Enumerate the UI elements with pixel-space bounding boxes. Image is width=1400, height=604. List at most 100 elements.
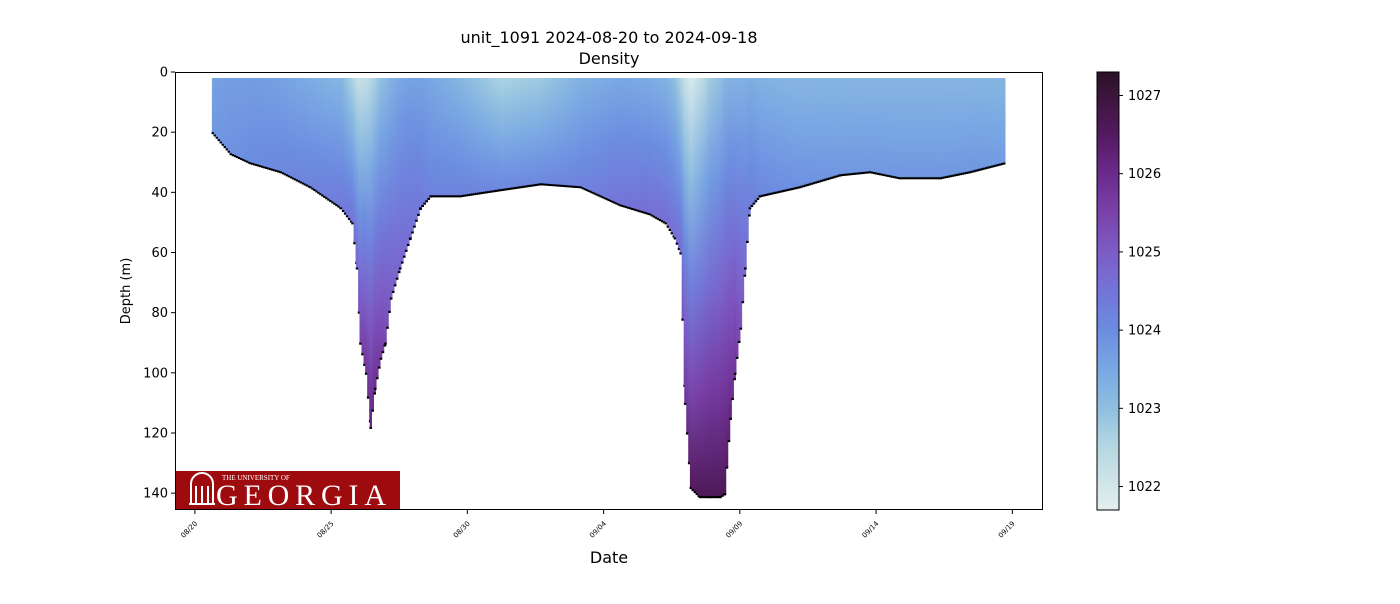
density-profile-column xyxy=(939,78,942,178)
depth-edge-speckle xyxy=(271,168,274,171)
density-profile-column xyxy=(251,78,254,163)
density-profile-column xyxy=(619,78,622,205)
density-profile-column xyxy=(779,78,782,191)
density-profile-column xyxy=(787,78,790,189)
depth-edge-speckle xyxy=(865,171,869,174)
density-profile-column xyxy=(379,78,383,358)
depth-edge-speckle xyxy=(459,194,462,198)
depth-edge-speckle xyxy=(569,185,573,188)
depth-edge-speckle xyxy=(487,190,490,194)
density-profile-column xyxy=(423,78,426,203)
density-profile-column xyxy=(723,78,727,494)
density-profile-column xyxy=(881,78,884,174)
depth-edge-speckle xyxy=(924,176,928,180)
depth-edge-speckle xyxy=(687,461,691,465)
density-profile-column xyxy=(693,78,697,492)
density-profile-column xyxy=(439,78,443,196)
depth-edge-speckle xyxy=(704,495,708,499)
depth-edge-speckle xyxy=(245,160,249,163)
density-profile-column xyxy=(481,78,484,193)
depth-edge-speckle xyxy=(549,183,553,187)
depth-edge-speckle xyxy=(506,187,510,191)
depth-edge-speckle xyxy=(832,175,836,179)
density-profile-column xyxy=(904,78,908,178)
density-profile-column xyxy=(415,78,418,220)
density-profile-column xyxy=(965,78,968,172)
density-profile-column xyxy=(461,78,464,196)
density-profile-column xyxy=(275,78,278,170)
density-profile-column xyxy=(670,78,674,233)
x-tick-label: 08/30 xyxy=(452,520,472,540)
density-profile-column xyxy=(623,78,626,206)
depth-edge-speckle xyxy=(806,183,810,186)
density-profile-column xyxy=(995,78,998,165)
density-profile-column xyxy=(748,78,752,208)
depth-edge-speckle xyxy=(404,249,408,252)
depth-edge-speckle xyxy=(508,187,512,190)
density-profile-column xyxy=(741,78,745,302)
depth-edge-speckle xyxy=(561,184,565,187)
density-profile-column xyxy=(211,78,215,133)
depth-edge-speckle xyxy=(343,212,347,215)
density-profile-column xyxy=(936,78,940,178)
depth-edge-speckle xyxy=(453,194,457,198)
density-profile-column xyxy=(957,78,960,174)
density-profile-column xyxy=(350,78,353,221)
density-profile-column xyxy=(371,78,375,410)
density-profile-column xyxy=(719,78,722,497)
depth-edge-speckle xyxy=(339,206,343,210)
depth-edge-speckle xyxy=(273,168,276,172)
density-profile-column xyxy=(674,78,677,238)
depth-edge-speckle xyxy=(1002,162,1006,165)
density-profile-column xyxy=(507,78,510,189)
depth-edge-speckle xyxy=(677,247,681,251)
depth-edge-speckle xyxy=(504,187,508,191)
density-profile-column xyxy=(845,78,849,174)
density-profile-column xyxy=(797,78,800,187)
density-profile-column xyxy=(883,78,886,175)
density-profile-column xyxy=(898,78,902,178)
depth-edge-speckle xyxy=(904,176,908,180)
density-profile-column xyxy=(487,78,490,192)
depth-edge-speckle xyxy=(896,176,900,179)
depth-edge-speckle xyxy=(502,188,506,191)
depth-edge-speckle xyxy=(483,191,486,194)
density-profile-column xyxy=(497,78,500,190)
colorbar-tick-label: 1023 xyxy=(1128,402,1161,417)
density-profile-column xyxy=(517,78,520,187)
depth-edge-speckle xyxy=(331,200,334,204)
depth-edge-speckle xyxy=(329,199,332,203)
arch-icon xyxy=(189,472,215,505)
depth-edge-speckle xyxy=(633,208,636,211)
density-profile-column xyxy=(709,78,712,497)
depth-edge-speckle xyxy=(233,154,237,158)
depth-edge-speckle xyxy=(635,208,638,212)
density-profile-column xyxy=(483,78,486,192)
depth-edge-speckle xyxy=(333,202,336,205)
depth-edge-speckle xyxy=(652,215,656,218)
density-profile-column xyxy=(885,78,888,175)
depth-edge-speckle xyxy=(830,176,834,179)
depth-edge-speckle xyxy=(631,207,634,211)
density-profile-column xyxy=(248,78,251,162)
depth-edge-speckle xyxy=(867,170,871,174)
depth-edge-speckle xyxy=(522,185,526,188)
density-profile-column xyxy=(655,78,658,217)
depth-edge-speckle xyxy=(721,494,724,497)
density-profile-column xyxy=(832,78,836,177)
density-profile-column xyxy=(934,78,938,178)
density-profile-column xyxy=(814,78,818,182)
depth-edge-speckle xyxy=(735,356,739,359)
density-profile-column xyxy=(765,78,768,194)
density-profile-column xyxy=(230,78,233,154)
uga-logo: THE UNIVERSITY OF GEORGIA xyxy=(176,471,400,512)
density-profile-column xyxy=(1003,78,1006,163)
depth-edge-speckle xyxy=(990,165,994,168)
depth-edge-speckle xyxy=(469,193,472,196)
depth-edge-speckle xyxy=(217,138,221,142)
depth-edge-speckle xyxy=(417,213,420,216)
depth-edge-speckle xyxy=(847,172,851,176)
density-profile-column xyxy=(717,78,720,497)
depth-edge-speckle xyxy=(810,182,814,185)
density-profile-column xyxy=(928,78,932,178)
